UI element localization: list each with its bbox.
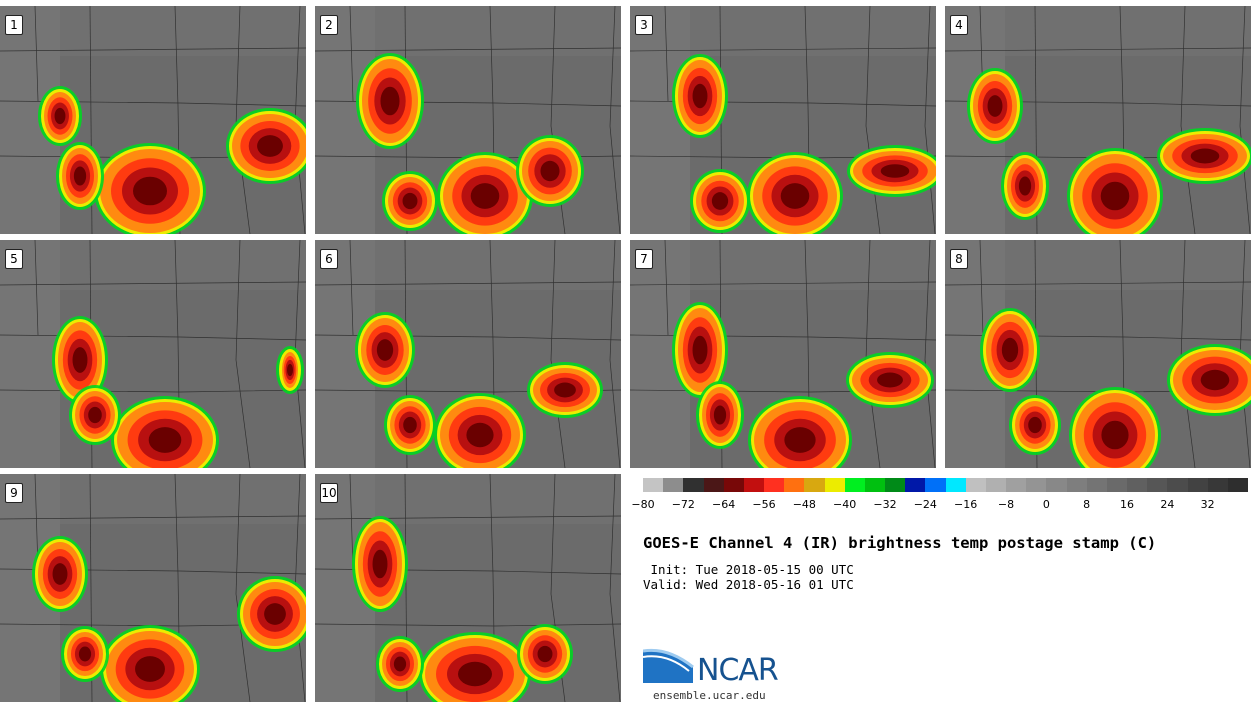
postage-stamp-panel: 2 [315, 6, 621, 234]
colorbar-swatch [703, 478, 724, 492]
ir-satellite-map [945, 6, 1251, 234]
colorbar-tick-label: −24 [913, 498, 937, 511]
colorbar-swatch [1147, 478, 1168, 492]
postage-stamp-panel: 3 [630, 6, 936, 234]
init-time: Init: Tue 2018-05-15 00 UTC [643, 562, 854, 577]
panel-number-label: 10 [320, 483, 338, 503]
colorbar-swatch [985, 478, 1007, 492]
colorbar-swatch [723, 478, 744, 492]
colorbar-swatch [643, 478, 664, 492]
postage-stamp-panel: 1 [0, 6, 306, 234]
colorbar-tick-label: −56 [752, 498, 776, 511]
ir-satellite-map [315, 474, 621, 702]
colorbar-tick-label: 8 [1083, 498, 1091, 511]
colorbar-swatch [1227, 478, 1249, 492]
colorbar-swatch [1066, 478, 1087, 492]
logo-url: ensemble.ucar.edu [653, 689, 766, 702]
panel-number-label: 2 [320, 15, 338, 35]
panel-number-label: 8 [950, 249, 968, 269]
colorbar-swatch [965, 478, 986, 492]
colorbar-swatch [844, 478, 865, 492]
colorbar-swatch [1187, 478, 1208, 492]
colorbar-swatch [804, 478, 825, 492]
colorbar-swatch [925, 478, 946, 492]
colorbar [643, 478, 1249, 492]
ir-satellite-map [0, 474, 306, 702]
colorbar-swatch [663, 478, 684, 492]
valid-time: Valid: Wed 2018-05-16 01 UTC [643, 577, 854, 592]
colorbar-tick-label: −16 [954, 498, 978, 511]
ir-satellite-map [630, 6, 936, 234]
postage-stamp-panel: 9 [0, 474, 306, 702]
panel-number-label: 7 [635, 249, 653, 269]
colorbar-swatch [824, 478, 845, 492]
panel-number-label: 4 [950, 15, 968, 35]
ir-satellite-map [630, 240, 936, 468]
panel-number-label: 9 [5, 483, 23, 503]
ir-satellite-map [945, 240, 1251, 468]
colorbar-tick-label: −8 [997, 498, 1015, 511]
colorbar-swatch [1026, 478, 1047, 492]
colorbar-tick-label: −32 [873, 498, 897, 511]
postage-stamp-panel: 7 [630, 240, 936, 468]
postage-stamp-panel: 10 [315, 474, 621, 702]
colorbar-swatch [1127, 478, 1148, 492]
colorbar-swatch [1106, 478, 1128, 492]
colorbar-tick-label: 32 [1200, 498, 1215, 511]
postage-stamp-panel: 4 [945, 6, 1251, 234]
colorbar-swatch [885, 478, 906, 492]
colorbar-swatch [905, 478, 926, 492]
postage-stamp-panel: 5 [0, 240, 306, 468]
ir-satellite-map [315, 240, 621, 468]
colorbar-swatch [1006, 478, 1027, 492]
colorbar-swatch [683, 478, 704, 492]
colorbar-legend: −80 −72 −64 −56 −48 −40 −32 −24 −16 −8 0 8 16 24 32 [631, 478, 1249, 512]
colorbar-tick-label: −40 [833, 498, 857, 511]
colorbar-tick-label: −72 [671, 498, 695, 511]
logo-wordmark: NCAR [697, 653, 779, 688]
colorbar-tick-label: 16 [1120, 498, 1134, 511]
colorbar-tick-label: −80 [631, 498, 655, 511]
ncar-logo: NCAR ensemble.ucar.edu [643, 645, 803, 703]
panel-number-label: 3 [635, 15, 653, 35]
time-info: Init: Tue 2018-05-15 00 UTC Valid: Wed 2… [643, 562, 854, 592]
colorbar-ticks: −80 −72 −64 −56 −48 −40 −32 −24 −16 −8 0 8 16 24 32 [631, 498, 1248, 512]
colorbar-tick-label: 0 [1042, 498, 1050, 511]
colorbar-swatch [1086, 478, 1107, 492]
ncar-swoosh-icon [643, 648, 694, 683]
colorbar-tick-label: −64 [712, 498, 736, 511]
colorbar-swatch [784, 478, 805, 492]
ir-satellite-map [0, 240, 306, 468]
colorbar-swatch [1167, 478, 1188, 492]
colorbar-swatch [945, 478, 966, 492]
colorbar-tick-label: −48 [792, 498, 816, 511]
colorbar-swatch [1207, 478, 1228, 492]
figure-title: GOES-E Channel 4 (IR) brightness temp po… [643, 534, 1157, 552]
postage-stamp-panel: 6 [315, 240, 621, 468]
ir-satellite-map [315, 6, 621, 234]
colorbar-tick-label: 24 [1160, 498, 1175, 511]
panel-number-label: 5 [5, 249, 23, 269]
colorbar-swatch [1046, 478, 1067, 492]
colorbar-swatch [743, 478, 765, 492]
colorbar-swatch [764, 478, 785, 492]
colorbar-swatch [864, 478, 886, 492]
ir-satellite-map [0, 6, 306, 234]
postage-stamp-panel: 8 [945, 240, 1251, 468]
panel-number-label: 1 [5, 15, 23, 35]
panel-number-label: 6 [320, 249, 338, 269]
